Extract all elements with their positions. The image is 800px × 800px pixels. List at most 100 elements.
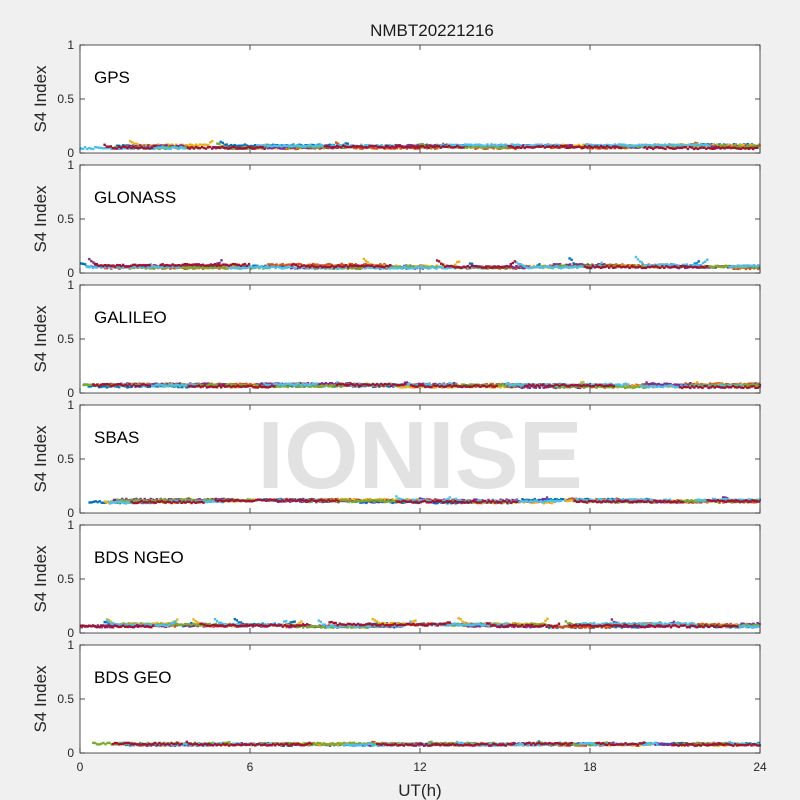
data-point: [645, 384, 649, 388]
data-point: [264, 265, 267, 269]
data-point: [218, 267, 221, 270]
data-point: [572, 266, 575, 269]
data-point: [642, 386, 645, 389]
data-point: [113, 147, 117, 150]
data-point: [287, 263, 290, 266]
data-point: [748, 267, 752, 270]
data-point: [567, 146, 571, 149]
data-point: [347, 383, 351, 387]
data-point: [234, 267, 237, 270]
data-point: [445, 143, 448, 146]
data-point: [663, 143, 667, 146]
data-point: [232, 266, 235, 269]
data-point: [159, 146, 162, 150]
data-point: [729, 146, 732, 150]
data-point: [381, 264, 384, 267]
data-point: [417, 146, 420, 149]
data-point: [561, 145, 565, 148]
data-point: [725, 382, 728, 386]
data-point: [648, 146, 651, 149]
data-point: [394, 143, 397, 147]
data-point: [609, 385, 613, 389]
data-point: [239, 383, 243, 387]
data-point: [701, 261, 705, 265]
data-point: [362, 263, 366, 266]
data-point: [241, 144, 245, 147]
data-point: [643, 383, 646, 386]
data-point: [329, 146, 333, 149]
data-point: [466, 143, 469, 146]
data-point: [132, 265, 135, 268]
data-point: [587, 144, 591, 148]
data-point: [487, 385, 490, 388]
data-point: [733, 144, 737, 147]
data-point: [253, 147, 256, 150]
data-point: [465, 266, 469, 270]
data-point: [510, 386, 513, 389]
data-point: [589, 145, 593, 148]
data-point: [354, 263, 358, 266]
data-point: [407, 146, 410, 149]
data-point: [501, 383, 505, 386]
data-point: [348, 262, 351, 266]
data-point: [366, 146, 369, 149]
data-point: [142, 384, 145, 388]
data-point: [472, 264, 476, 268]
data-point: [525, 383, 528, 386]
data-point: [696, 143, 699, 146]
data-point: [122, 144, 125, 147]
data-point: [425, 266, 428, 269]
data-point: [299, 384, 303, 387]
data-point: [239, 264, 243, 267]
data-point: [218, 261, 221, 265]
data-point: [684, 266, 687, 270]
data-point: [110, 383, 114, 386]
data-point: [727, 146, 730, 149]
data-point: [429, 384, 433, 387]
data-point: [350, 263, 354, 266]
data-point: [545, 145, 549, 148]
data-point: [556, 263, 560, 266]
data-point: [367, 383, 371, 387]
data-point: [746, 143, 750, 146]
data-point: [736, 267, 739, 271]
data-point: [705, 147, 708, 150]
data-point: [523, 266, 526, 270]
data-point: [136, 266, 139, 269]
data-point: [256, 384, 259, 387]
data-point: [283, 146, 286, 150]
data-point: [150, 384, 153, 387]
data-point: [191, 266, 194, 269]
data-point: [665, 144, 669, 147]
data-point: [326, 383, 330, 386]
data-point: [332, 267, 335, 270]
data-point: [404, 382, 407, 386]
data-point: [421, 144, 424, 148]
data-point: [585, 146, 589, 149]
data-point: [513, 383, 516, 386]
data-point: [195, 266, 198, 270]
data-point: [650, 265, 654, 268]
data-point: [703, 266, 707, 269]
data-point: [189, 145, 192, 149]
data-point: [177, 265, 180, 269]
data-point: [635, 384, 638, 387]
data-point: [141, 143, 144, 147]
data-point: [342, 263, 345, 267]
data-point: [144, 267, 148, 270]
data-points: [82, 380, 762, 390]
data-point: [383, 263, 386, 266]
data-point: [334, 382, 338, 385]
data-point: [640, 264, 643, 268]
data-point: [632, 386, 635, 389]
data-point: [329, 384, 332, 388]
data-point: [580, 265, 583, 268]
data-point: [599, 147, 602, 150]
data-point: [222, 384, 225, 387]
data-point: [747, 384, 750, 388]
data-point: [648, 266, 652, 269]
data-point: [332, 266, 336, 269]
data-point: [215, 264, 219, 267]
data-point: [742, 264, 746, 267]
data-point: [268, 385, 272, 388]
